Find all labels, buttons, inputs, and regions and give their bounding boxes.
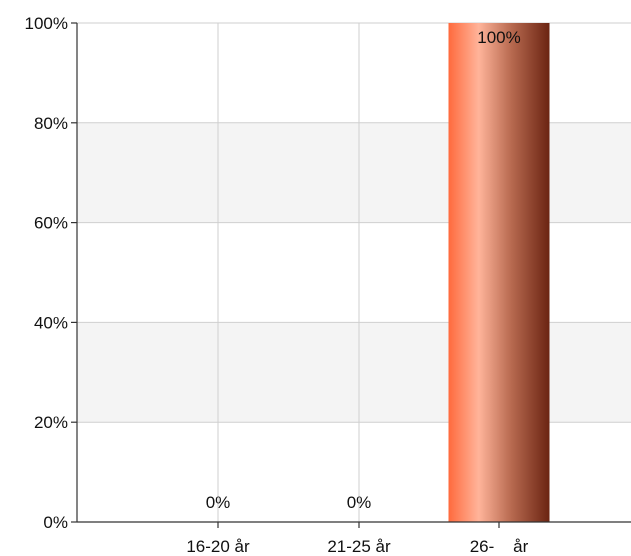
x-tick-labels: 16-20 år 21-25 år 26- år	[186, 537, 528, 556]
bars	[448, 23, 550, 522]
bar-3	[448, 23, 550, 522]
y-tick-labels: 0% 20% 40% 60% 80% 100%	[25, 14, 68, 532]
y-tick-label: 40%	[34, 313, 68, 332]
data-label: 0%	[347, 493, 372, 512]
y-tick-label: 80%	[34, 114, 68, 133]
y-tick-label: 100%	[25, 14, 68, 33]
y-tick-label: 20%	[34, 413, 68, 432]
axes	[71, 22, 631, 528]
y-tick-label: 60%	[34, 214, 68, 233]
x-tick-label: 16-20 år	[186, 537, 250, 556]
data-labels: 0% 0% 100%	[206, 28, 521, 512]
x-tick-label: 26- år	[470, 537, 529, 556]
x-tick-label: 21-25 år	[327, 537, 391, 556]
data-label: 0%	[206, 493, 231, 512]
data-label: 100%	[477, 28, 520, 47]
y-tick-label: 0%	[43, 513, 68, 532]
